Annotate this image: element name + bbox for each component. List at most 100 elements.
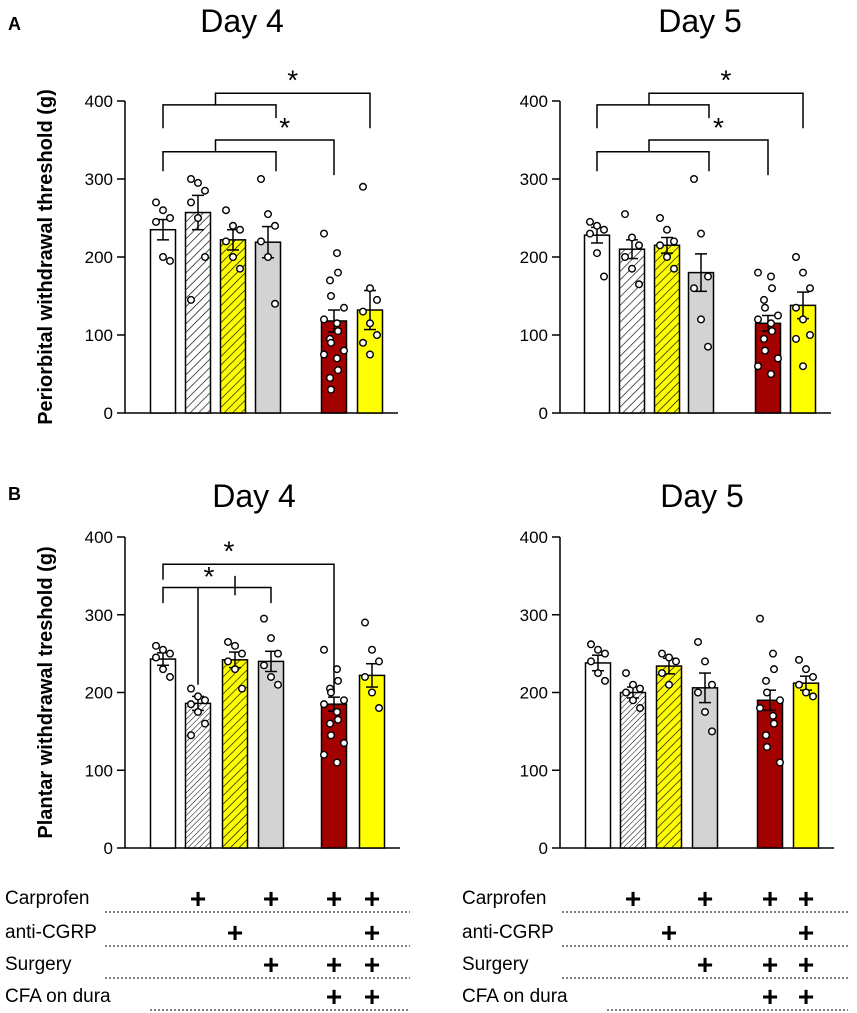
- data-point: [594, 669, 603, 678]
- plus-mark: +: [798, 883, 814, 914]
- data-point: [334, 366, 343, 375]
- data-point: [635, 280, 644, 289]
- data-point: [361, 672, 370, 681]
- data-point: [320, 315, 329, 324]
- plus-mark: +: [263, 949, 279, 980]
- data-point: [334, 268, 343, 277]
- row-label: anti-CGRP: [462, 922, 554, 943]
- data-point: [587, 640, 596, 649]
- treatment-table-right: Carprofen + + + +anti-CGRP + +Surgery + + +CFA on…: [462, 883, 848, 1012]
- y-axis-label: Periorbital withdrawal threshold (g): [35, 89, 57, 425]
- data-point: [756, 704, 765, 713]
- data-point: [366, 350, 375, 359]
- y-tick-label: 200: [520, 248, 548, 267]
- data-point: [593, 221, 602, 230]
- y-tick-label: 300: [85, 606, 113, 625]
- bar: [619, 691, 647, 849]
- data-point: [327, 385, 336, 394]
- bar: [320, 703, 348, 849]
- data-point: [334, 676, 343, 685]
- panel-letter-a: A: [8, 14, 21, 34]
- data-point: [763, 688, 772, 697]
- plus-mark: +: [798, 949, 814, 980]
- data-point: [340, 346, 349, 355]
- data-point: [600, 225, 609, 234]
- data-point: [366, 284, 375, 293]
- data-point: [230, 665, 239, 674]
- data-point: [359, 307, 368, 316]
- data-point: [158, 645, 167, 654]
- data-point: [621, 252, 630, 261]
- data-point: [235, 264, 244, 273]
- bar: [320, 320, 348, 414]
- data-point: [221, 206, 230, 215]
- plus-mark: +: [364, 981, 380, 1012]
- data-point: [320, 750, 329, 759]
- data-point: [267, 634, 276, 643]
- data-point: [665, 653, 674, 662]
- data-point: [754, 362, 763, 371]
- row-label: CFA on dura: [5, 986, 111, 1007]
- data-point: [223, 637, 232, 646]
- data-point: [186, 731, 195, 740]
- data-point: [762, 731, 771, 740]
- data-point: [333, 319, 342, 328]
- data-point: [193, 692, 202, 701]
- data-point: [326, 276, 335, 285]
- data-point: [622, 688, 631, 697]
- y-tick-label: 400: [520, 528, 548, 547]
- data-point: [340, 303, 349, 312]
- data-point: [656, 241, 665, 250]
- chart-plantar-day4: Day 4 Plantar withdrawal treshold (g) 0 100…: [35, 478, 400, 858]
- bar: [149, 658, 177, 849]
- data-point: [792, 334, 801, 343]
- plus-mark: +: [762, 949, 778, 980]
- plus-mark: +: [798, 981, 814, 1012]
- plus-mark: +: [625, 883, 641, 914]
- data-point: [264, 252, 273, 261]
- data-point: [151, 641, 160, 650]
- data-point: [708, 727, 717, 736]
- data-point: [636, 684, 645, 693]
- data-point: [809, 692, 818, 701]
- y-axis-label: Plantar withdrawal treshold (g): [35, 546, 57, 838]
- sig-bracket: [648, 139, 769, 176]
- data-point: [656, 213, 665, 222]
- data-point: [761, 346, 770, 355]
- data-point: [327, 731, 336, 740]
- y-tick-label: 400: [520, 92, 548, 111]
- data-point: [274, 649, 283, 658]
- sig-bracket-group: [596, 150, 710, 172]
- bar: [358, 674, 386, 849]
- sig-star: *: [287, 64, 298, 95]
- data-point: [587, 657, 596, 666]
- data-point: [767, 319, 776, 328]
- chart-title: Day 5: [660, 478, 744, 514]
- data-point: [802, 665, 811, 674]
- data-point: [271, 299, 280, 308]
- data-point: [327, 292, 336, 301]
- data-point: [186, 700, 195, 709]
- chart-plantar-day5: Day 5 0 100 200 300 400: [520, 478, 834, 858]
- data-point: [770, 665, 779, 674]
- data-point: [359, 338, 368, 347]
- plus-mark: +: [762, 981, 778, 1012]
- sig-star: *: [713, 112, 724, 143]
- sig-bracket: [214, 139, 335, 176]
- sig-star: *: [204, 561, 215, 592]
- data-point: [663, 252, 672, 261]
- data-point: [806, 284, 815, 293]
- row-label: anti-CGRP: [5, 922, 97, 943]
- data-point: [697, 315, 706, 324]
- treatment-table-left: Carprofen + + + +anti-CGRP + +Surgery + + +CFA on…: [5, 883, 410, 1012]
- data-point: [200, 252, 209, 261]
- data-point: [701, 707, 710, 716]
- data-point: [260, 614, 269, 623]
- row-label: Surgery: [462, 954, 529, 975]
- plus-mark: +: [326, 981, 342, 1012]
- data-point: [237, 649, 246, 658]
- data-point: [763, 742, 772, 751]
- bar: [653, 244, 681, 414]
- data-point: [230, 641, 239, 650]
- data-point: [237, 684, 246, 693]
